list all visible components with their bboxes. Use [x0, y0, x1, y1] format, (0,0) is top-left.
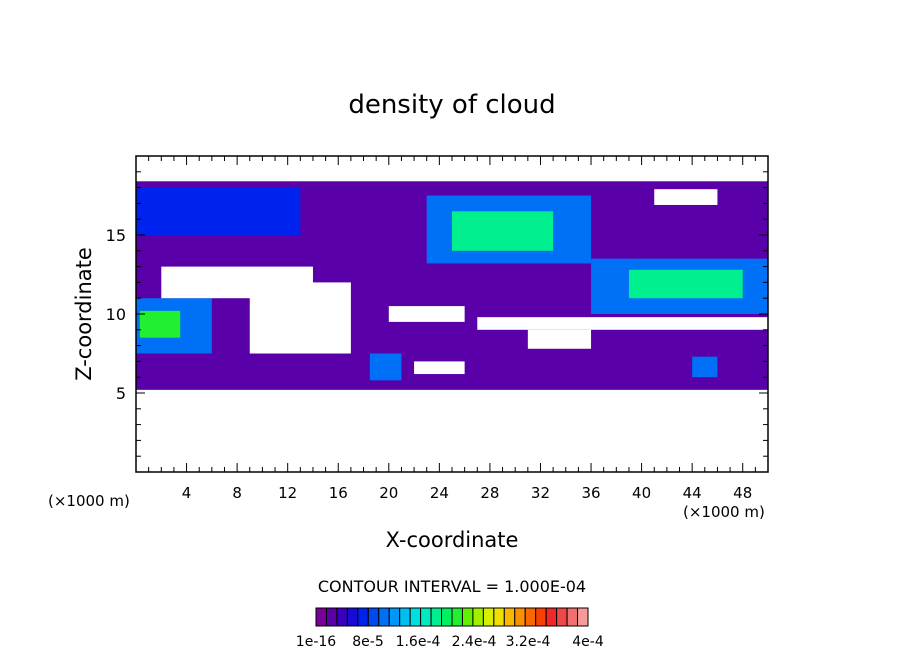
- x-tick-label: 36: [581, 484, 600, 502]
- contour-interval-text: CONTOUR INTERVAL = 1.000E-04: [318, 577, 586, 596]
- density-region-15: [414, 361, 465, 375]
- colorbar-swatch: [420, 607, 432, 627]
- x-tick-label: 28: [480, 484, 499, 502]
- chart-title: density of cloud: [348, 90, 555, 120]
- y-axis-label: Z-coordinate: [72, 247, 96, 381]
- colorbar-swatch: [388, 607, 401, 627]
- x-tick-label: 48: [733, 484, 752, 502]
- colorbar-swatch: [524, 607, 537, 627]
- colorbar: [315, 607, 589, 627]
- y-axis-ticks: 5 10 15: [106, 171, 768, 457]
- density-region-1: [136, 187, 301, 235]
- colorbar-swatch: [430, 607, 443, 627]
- density-region-5: [628, 269, 743, 299]
- colorbar-swatch: [461, 607, 474, 627]
- x-tick-label: 24: [430, 484, 449, 502]
- colorbar-swatch: [472, 607, 484, 627]
- colorbar-swatch: [346, 607, 359, 627]
- density-field: [136, 181, 768, 390]
- density-region-3: [452, 211, 554, 251]
- colorbar-swatch: [482, 607, 495, 627]
- y-tick-label: 10: [106, 305, 126, 324]
- density-region-8: [369, 353, 402, 381]
- colorbar-swatch: [566, 607, 579, 627]
- colorbar-swatch: [493, 607, 505, 627]
- colorbar-swatch: [367, 607, 380, 627]
- colorbar-label: 1e-16: [296, 634, 336, 650]
- colorbar-swatch: [545, 607, 558, 627]
- colorbar-label: 8e-5: [352, 634, 383, 650]
- colorbar-swatch: [577, 607, 589, 627]
- x-tick-label: 12: [278, 484, 297, 502]
- x-tick-label: 8: [232, 484, 242, 502]
- colorbar-swatch: [514, 607, 526, 627]
- colorbar-swatch: [325, 607, 338, 627]
- x-tick-label: 20: [379, 484, 398, 502]
- x-tick-label: 40: [632, 484, 651, 502]
- colorbar-swatch: [399, 607, 411, 627]
- x-tick-label: 4: [182, 484, 192, 502]
- colorbar-swatch: [336, 607, 348, 627]
- density-region-9: [692, 356, 718, 378]
- density-region-12: [388, 306, 465, 322]
- y-tick-label: 15: [106, 226, 126, 245]
- colorbar-swatch: [503, 607, 516, 627]
- x-tick-label: 32: [531, 484, 550, 502]
- colorbar-swatch: [357, 607, 369, 627]
- x-unit-label-right: (×1000 m): [683, 503, 765, 521]
- colorbar-swatch: [378, 607, 390, 627]
- colorbar-label: 3.2e-4: [506, 634, 551, 650]
- colorbar-swatch: [315, 607, 327, 627]
- density-region-13: [477, 317, 768, 330]
- colorbar-swatch: [535, 607, 547, 627]
- x-axis-label: X-coordinate: [386, 528, 519, 552]
- x-axis-ticks: 4 8 12 16 20 24 28 32 36 40 44 48: [148, 156, 756, 502]
- colorbar-labels: 1e-16 8e-5 1.6e-4 2.4e-4 3.2e-4 4e-4: [296, 634, 604, 650]
- density-region-7: [139, 310, 181, 338]
- y-tick-label: 5: [116, 384, 126, 403]
- colorbar-swatch: [409, 607, 422, 627]
- density-region-14: [527, 329, 592, 349]
- x-tick-label: 16: [329, 484, 348, 502]
- colorbar-swatch: [441, 607, 453, 627]
- colorbar-swatch: [451, 607, 463, 627]
- colorbar-label: 2.4e-4: [452, 634, 497, 650]
- colorbar-label: 4e-4: [572, 634, 604, 650]
- x-tick-label: 44: [683, 484, 702, 502]
- colorbar-swatch: [556, 607, 568, 627]
- colorbar-label: 1.6e-4: [396, 634, 441, 650]
- density-region-11: [249, 282, 351, 354]
- x-unit-label-left: (×1000 m): [48, 492, 130, 510]
- density-region-16: [654, 189, 718, 205]
